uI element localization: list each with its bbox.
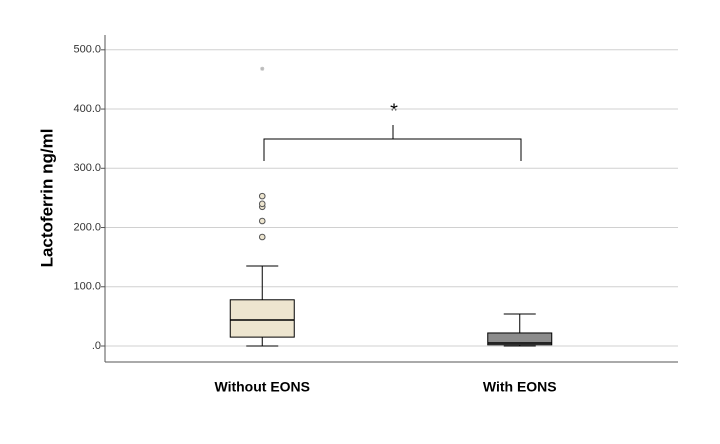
significance-bracket [263,125,522,161]
y-tick-label: 500.0 [73,44,101,56]
y-tick-label: 300.0 [73,162,101,174]
y-tick-label: .0 [92,340,101,352]
extreme [260,66,265,71]
y-tick-label: 100.0 [73,281,101,293]
outlier [258,217,266,225]
y-axis-label: Lactoferrin ng/ml [37,129,56,268]
x-tick-label: Without EONS [214,379,310,395]
outlier [258,200,266,208]
outlier [258,233,266,241]
outlier [258,192,266,200]
box [487,332,553,346]
y-tick-label: 200.0 [73,221,101,233]
significance-annotation: * [390,100,398,122]
y-tick-label: 400.0 [73,103,101,115]
box [229,299,295,338]
x-tick-label: With EONS [483,379,557,395]
